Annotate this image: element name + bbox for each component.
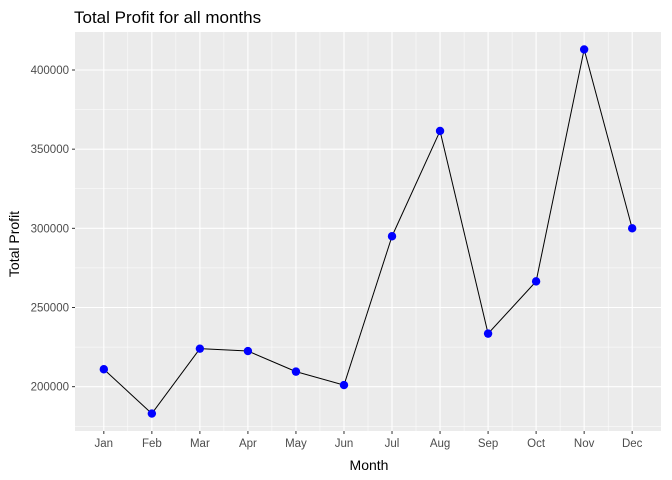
data-point-feb: [147, 409, 157, 418]
x-tick-label: Oct: [527, 438, 546, 450]
x-tick-label: Jan: [95, 438, 114, 450]
x-tick-label: Mar: [190, 438, 210, 450]
data-point-nov: [579, 45, 589, 54]
x-tick-label: Jun: [335, 438, 354, 450]
data-point-jun: [339, 380, 349, 390]
data-point-mar: [195, 344, 205, 353]
line-segment-sep-oct: [487, 281, 537, 334]
y-tick-label: 400000: [31, 65, 69, 77]
line-segment-nov-dec: [583, 49, 633, 229]
line-segment-jan-feb: [103, 368, 153, 414]
line-segment-mar-apr: [199, 348, 248, 352]
minor-gridlines: [75, 32, 661, 431]
data-point-sep: [483, 329, 493, 338]
data-point-jul: [387, 232, 397, 241]
x-tick-label: Sep: [478, 438, 498, 450]
data-point-aug: [435, 126, 445, 136]
x-tick-label: Jul: [385, 438, 400, 450]
data-point-apr: [243, 346, 253, 356]
line-segment-jul-aug: [391, 130, 441, 237]
chart-title: Total Profit for all months: [74, 8, 261, 27]
x-tick-label: Feb: [142, 438, 162, 450]
y-tick-label: 350000: [31, 144, 69, 156]
series-points-group: [99, 45, 637, 418]
line-segment-feb-mar: [151, 348, 201, 414]
x-tick-label: May: [285, 438, 307, 450]
line-segment-oct-nov: [535, 49, 585, 282]
line-segment-aug-sep: [439, 130, 489, 334]
series-line-group: [103, 49, 633, 414]
line-segment-may-jun: [295, 371, 345, 386]
x-tick-label: Dec: [622, 438, 643, 450]
x-tick-label: Nov: [574, 438, 595, 450]
x-axis: Jan Feb Mar Apr May Jun Jul Aug Sep Oct Nov Dec: [95, 431, 643, 450]
data-point-may: [291, 367, 301, 376]
data-point-dec: [627, 224, 637, 233]
y-tick-label: 300000: [31, 223, 69, 235]
data-point-oct: [531, 277, 541, 286]
line-segment-jun-jul: [343, 236, 393, 386]
line-segment-apr-may: [247, 350, 297, 373]
y-tick-label: 200000: [31, 382, 69, 394]
y-tick-label: 250000: [31, 303, 69, 315]
y-axis-title: Total Profit: [6, 211, 22, 277]
x-tick-label: Aug: [430, 438, 450, 450]
x-tick-label: Apr: [239, 438, 257, 450]
y-axis: 200000 250000 300000 350000 400000: [31, 65, 75, 394]
data-point-jan: [99, 365, 109, 374]
x-axis-title: Month: [350, 457, 389, 473]
